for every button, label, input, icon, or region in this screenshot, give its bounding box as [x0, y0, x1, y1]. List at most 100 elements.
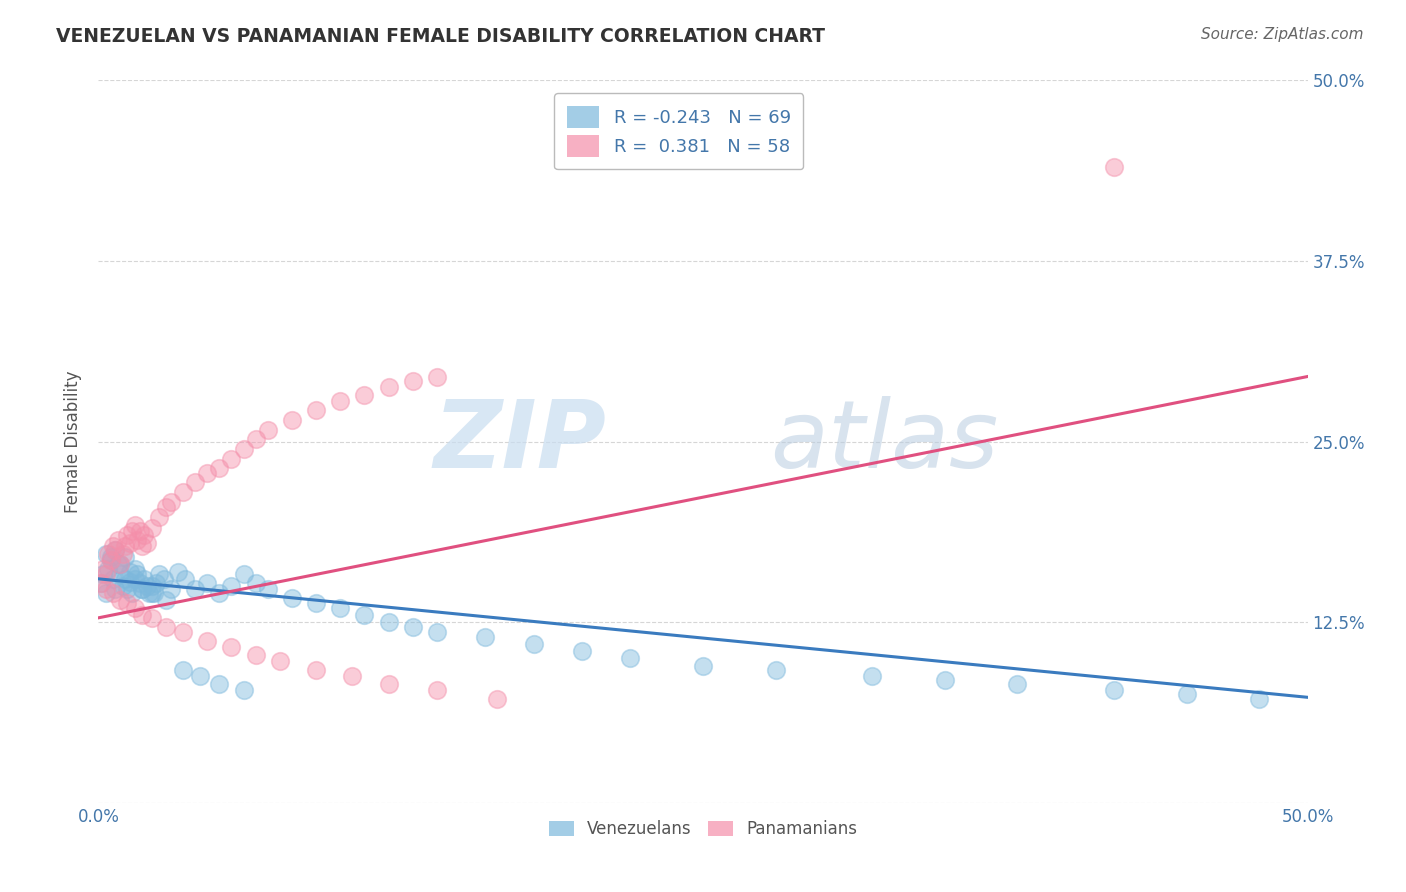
Point [94, 567, 117, 582]
Point [108, 558, 131, 572]
Point [94, 547, 117, 561]
Point [426, 625, 449, 640]
Point [135, 579, 157, 593]
Point [486, 691, 509, 706]
Point [281, 591, 304, 605]
Point [101, 539, 124, 553]
Point [232, 442, 254, 456]
Point [256, 582, 278, 596]
Point [426, 683, 449, 698]
Point [134, 528, 156, 542]
Point [208, 586, 231, 600]
Point [134, 572, 156, 586]
Point [232, 683, 254, 698]
Point [245, 432, 267, 446]
Point [104, 542, 127, 557]
Point [127, 533, 149, 547]
Point [117, 582, 139, 596]
Point [281, 413, 304, 427]
Point [141, 579, 163, 593]
Point [1249, 691, 1271, 706]
Point [124, 572, 146, 586]
Point [117, 528, 139, 542]
Point [402, 374, 425, 388]
Point [114, 539, 136, 553]
Point [117, 596, 139, 610]
Point [108, 593, 131, 607]
Point [474, 630, 496, 644]
Point [108, 567, 131, 582]
Text: Source: ZipAtlas.com: Source: ZipAtlas.com [1201, 27, 1364, 42]
Point [305, 663, 328, 677]
Point [195, 576, 218, 591]
Point [155, 500, 177, 514]
Point [138, 586, 160, 600]
Point [131, 582, 153, 596]
Point [127, 567, 149, 582]
Point [141, 611, 163, 625]
Point [148, 567, 170, 582]
Point [256, 423, 278, 437]
Point [765, 663, 787, 677]
Point [152, 572, 174, 586]
Point [377, 615, 399, 630]
Point [1175, 687, 1198, 701]
Point [1007, 677, 1029, 691]
Point [342, 668, 364, 682]
Point [100, 550, 122, 565]
Point [107, 533, 129, 547]
Point [426, 369, 449, 384]
Point [172, 625, 194, 640]
Point [131, 607, 153, 622]
Point [692, 658, 714, 673]
Point [523, 637, 546, 651]
Point [114, 572, 136, 586]
Point [269, 654, 291, 668]
Point [402, 619, 425, 633]
Point [118, 535, 141, 549]
Point [353, 388, 375, 402]
Point [305, 596, 328, 610]
Point [124, 562, 146, 576]
Point [97, 562, 120, 576]
Point [131, 539, 153, 553]
Point [111, 547, 134, 561]
Point [1102, 683, 1125, 698]
Point [118, 574, 141, 589]
Point [107, 558, 129, 572]
Point [221, 579, 243, 593]
Point [141, 586, 163, 600]
Point [860, 668, 883, 682]
Point [208, 677, 231, 691]
Point [128, 576, 150, 591]
Point [124, 518, 146, 533]
Point [131, 582, 153, 596]
Point [90, 576, 112, 591]
Point [160, 495, 183, 509]
Point [100, 553, 122, 567]
Point [377, 379, 399, 393]
Point [195, 467, 218, 481]
Point [245, 648, 267, 663]
Point [104, 542, 127, 557]
Point [114, 550, 136, 565]
Point [329, 394, 352, 409]
Point [353, 607, 375, 622]
Point [184, 475, 207, 489]
Point [174, 572, 197, 586]
Point [91, 567, 114, 582]
Point [101, 586, 124, 600]
Point [184, 582, 207, 596]
Point [934, 673, 956, 687]
Point [148, 509, 170, 524]
Point [94, 582, 117, 596]
Point [111, 579, 134, 593]
Point [329, 600, 352, 615]
Point [208, 460, 231, 475]
Point [141, 521, 163, 535]
Point [221, 451, 243, 466]
Point [128, 524, 150, 538]
Point [145, 576, 167, 591]
Point [172, 485, 194, 500]
Point [143, 586, 166, 600]
